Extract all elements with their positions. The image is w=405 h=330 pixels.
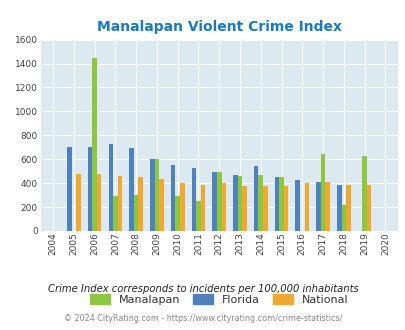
Text: © 2024 CityRating.com - https://www.cityrating.com/crime-statistics/: © 2024 CityRating.com - https://www.city… [64,314,341,323]
Bar [258,175,262,231]
Bar [304,182,309,231]
Bar [315,182,320,231]
Bar [129,148,134,231]
Bar [237,176,242,231]
Bar [253,166,258,231]
Bar [150,159,154,231]
Bar [113,196,117,231]
Bar [134,195,138,231]
Bar [159,179,163,231]
Bar [67,147,71,231]
Bar [295,180,299,231]
Bar [242,186,246,231]
Bar [191,168,196,231]
Bar [212,172,216,231]
Bar [283,185,288,231]
Bar [200,185,205,231]
Bar [87,147,92,231]
Bar [324,182,329,231]
Bar [108,144,113,231]
Bar [154,159,159,231]
Legend: Manalapan, Florida, National: Manalapan, Florida, National [89,294,348,305]
Bar [274,177,279,231]
Bar [175,196,179,231]
Bar [117,176,122,231]
Bar [76,174,81,231]
Bar [97,174,101,231]
Bar [345,185,350,231]
Bar [232,175,237,231]
Bar [196,201,200,231]
Bar [362,156,366,231]
Bar [216,172,221,231]
Title: Manalapan Violent Crime Index: Manalapan Violent Crime Index [96,20,341,34]
Bar [336,185,341,231]
Bar [92,57,97,231]
Bar [279,177,283,231]
Bar [179,182,184,231]
Bar [138,177,143,231]
Bar [262,186,267,231]
Text: Crime Index corresponds to incidents per 100,000 inhabitants: Crime Index corresponds to incidents per… [47,284,358,294]
Bar [171,165,175,231]
Bar [320,154,324,231]
Bar [221,183,226,231]
Bar [366,185,371,231]
Bar [341,205,345,231]
